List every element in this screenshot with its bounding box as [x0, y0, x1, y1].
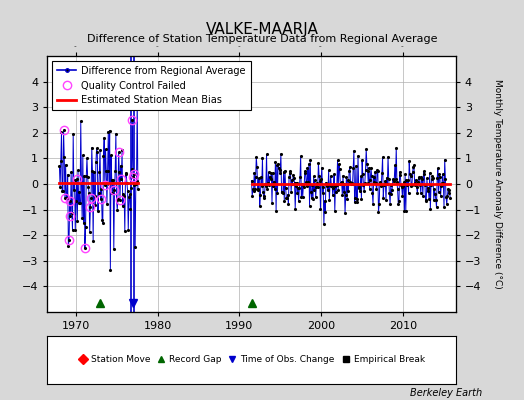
- Legend: Difference from Regional Average, Quality Control Failed, Estimated Station Mean: Difference from Regional Average, Qualit…: [52, 61, 250, 110]
- Text: VALKE-MAARJA: VALKE-MAARJA: [205, 22, 319, 37]
- Legend: Station Move, Record Gap, Time of Obs. Change, Empirical Break: Station Move, Record Gap, Time of Obs. C…: [74, 352, 429, 368]
- Y-axis label: Monthly Temperature Anomaly Difference (°C): Monthly Temperature Anomaly Difference (…: [493, 79, 501, 289]
- Text: Berkeley Earth: Berkeley Earth: [410, 388, 482, 398]
- Text: Difference of Station Temperature Data from Regional Average: Difference of Station Temperature Data f…: [87, 34, 437, 44]
